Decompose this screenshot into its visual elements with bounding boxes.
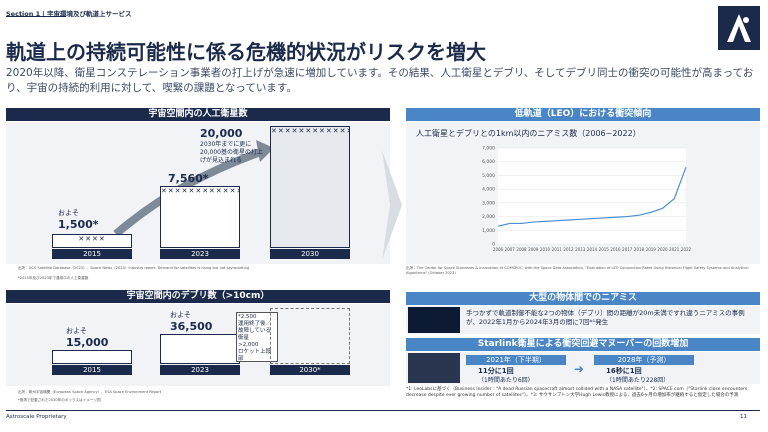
box <box>270 308 350 364</box>
year: 2023 <box>160 365 240 375</box>
callout-text: 運用終了後／故障している衛星 <box>238 321 272 341</box>
x-tick-label: 2017 <box>622 247 633 252</box>
detail: （1時間あたり228回） <box>606 377 670 384</box>
detail: （1時間あたり6回） <box>478 377 534 384</box>
image <box>408 307 460 333</box>
text: 手つかずで軌道制御不能な2つの物体（デブリ）間の距離が20m未満ですれ違うニアミ… <box>466 309 745 326</box>
value: 36,500 <box>170 320 213 333</box>
footer: Astroscale Proprietary <box>6 414 67 420</box>
callout-text: >2,000 <box>238 342 259 348</box>
x-tick-label: 2018 <box>634 247 645 252</box>
y-tick-label: 6,000 <box>482 159 495 165</box>
x-tick-label: 2006 <box>493 247 504 252</box>
rate: 16秒に1回 <box>606 367 642 375</box>
x-tick-label: 2007 <box>505 247 516 252</box>
year: 2030 <box>270 249 350 259</box>
panel-header: 宇宙空間内の人工衛星数 <box>6 108 390 121</box>
footnote: *推測で記載された2030年のボックスはイメージ図 <box>18 398 101 402</box>
year: 2015 <box>52 365 132 375</box>
y-tick-label: 7,000 <box>482 146 495 152</box>
data-line <box>497 166 687 227</box>
source: 出所：UCS Satellite Database（2023）、Space Ne… <box>18 266 250 270</box>
x-tick-label: 2015 <box>599 247 610 252</box>
panel <box>406 352 760 384</box>
year: 2023 <box>160 249 240 259</box>
x-tick-label: 2021 <box>669 247 680 252</box>
source: 出所：The Center for Space Standards & Inno… <box>406 266 749 275</box>
section-label: Section 1 | 宇宙環境及び軌道上サービス <box>6 10 132 18</box>
rule <box>6 16 66 17</box>
logo <box>718 6 760 50</box>
note: 2030年までに更に20,000基の衛星の打上げが見込まれる <box>200 141 263 164</box>
x-tick-label: 2012 <box>563 247 574 252</box>
x-tick-label: 2014 <box>587 247 598 252</box>
chart-subtitle: 人工衛星とデブリとの1km以内のニアミス数（2006~2022） <box>416 129 641 138</box>
box <box>52 350 132 364</box>
box: ✕✕✕✕✕✕✕✕✕✕✕✕✕✕✕✕✕✕✕✕✕✕✕✕✕✕✕✕✕✕✕✕✕✕✕✕✕✕✕✕… <box>270 126 350 248</box>
prefix: およそ <box>58 209 79 217</box>
page-number: 11 <box>740 414 747 420</box>
x-tick-label: 2010 <box>540 247 551 252</box>
value: 15,000 <box>66 336 109 349</box>
panel-header: 宇宙空間内のデブリ数（>10cm） <box>6 290 390 303</box>
panel-header: 大型の物体間でのニアミス <box>406 292 760 305</box>
panel-header: 低軌道（LEO）における衝突傾向 <box>406 108 760 121</box>
value: 1,500* <box>58 218 99 231</box>
body: 2020年以降、衛星コンステレーション事業者の打上げが急速に増加しています。その… <box>6 67 754 94</box>
source: 出所：欧州宇宙機関（European Space Agency）、ESA Spa… <box>18 390 162 394</box>
x-tick-label: 2009 <box>528 247 539 252</box>
callout-text: ロケット上段部 <box>238 349 272 362</box>
rule <box>6 410 760 411</box>
x-tick-label: 2022 <box>681 247 692 252</box>
footnote: *1: LeoLabsに基づく（Business Insider："A dead… <box>406 387 748 398</box>
title: 軌道上の持続可能性に係る危機的状況がリスクを増大 <box>6 40 486 64</box>
rate: 11分に1回 <box>478 367 514 375</box>
callout: *2,500 運用終了後／故障している衛星 >2,000 ロケット上段部 <box>236 312 278 362</box>
y-tick-label: 0 <box>492 242 495 248</box>
box: ✕✕✕✕ <box>52 234 132 248</box>
x-tick-label: 2016 <box>610 247 621 252</box>
footnote: *2015年及び2023年で運用中の人工衛星数 <box>18 276 89 280</box>
chevron <box>382 150 402 260</box>
panel <box>406 306 760 334</box>
box <box>160 334 240 364</box>
plot-area <box>498 148 686 244</box>
year: 2030* <box>270 365 350 375</box>
y-tick-label: 4,000 <box>482 187 495 193</box>
prefix: およそ <box>66 327 87 335</box>
x-tick-label: 2011 <box>552 247 563 252</box>
period: 2028年（予測） <box>594 355 694 365</box>
box: ✕✕✕✕✕✕✕✕✕✕✕✕✕✕✕✕✕✕✕✕✕✕✕✕ <box>160 186 240 248</box>
period: 2021年（下半期） <box>466 355 566 365</box>
x-tick-label: 2013 <box>575 247 586 252</box>
image <box>408 353 460 383</box>
x-tick-label: 2008 <box>516 247 527 252</box>
y-tick-label: 2,000 <box>482 214 495 220</box>
prefix: およそ <box>170 311 191 319</box>
callout-text: *2,500 <box>238 314 257 320</box>
panel-header: Starlink衛星による衝突回避マヌーバーの回数増加 <box>406 338 760 351</box>
value: 20,000 <box>200 127 243 140</box>
y-tick-label: 3,000 <box>482 200 495 206</box>
line-chart: 0 1,000 2,000 3,000 4,000 5,000 6,000 7,000 2006… <box>482 146 692 253</box>
x-tick-label: 2019 <box>646 247 657 252</box>
y-tick-label: 5,000 <box>482 173 495 179</box>
value: 7,560* <box>168 172 209 185</box>
y-tick-label: 1,000 <box>482 228 495 234</box>
arrow: ➜ <box>574 362 585 376</box>
year: 2015 <box>52 249 132 259</box>
x-tick-label: 2020 <box>657 247 668 252</box>
